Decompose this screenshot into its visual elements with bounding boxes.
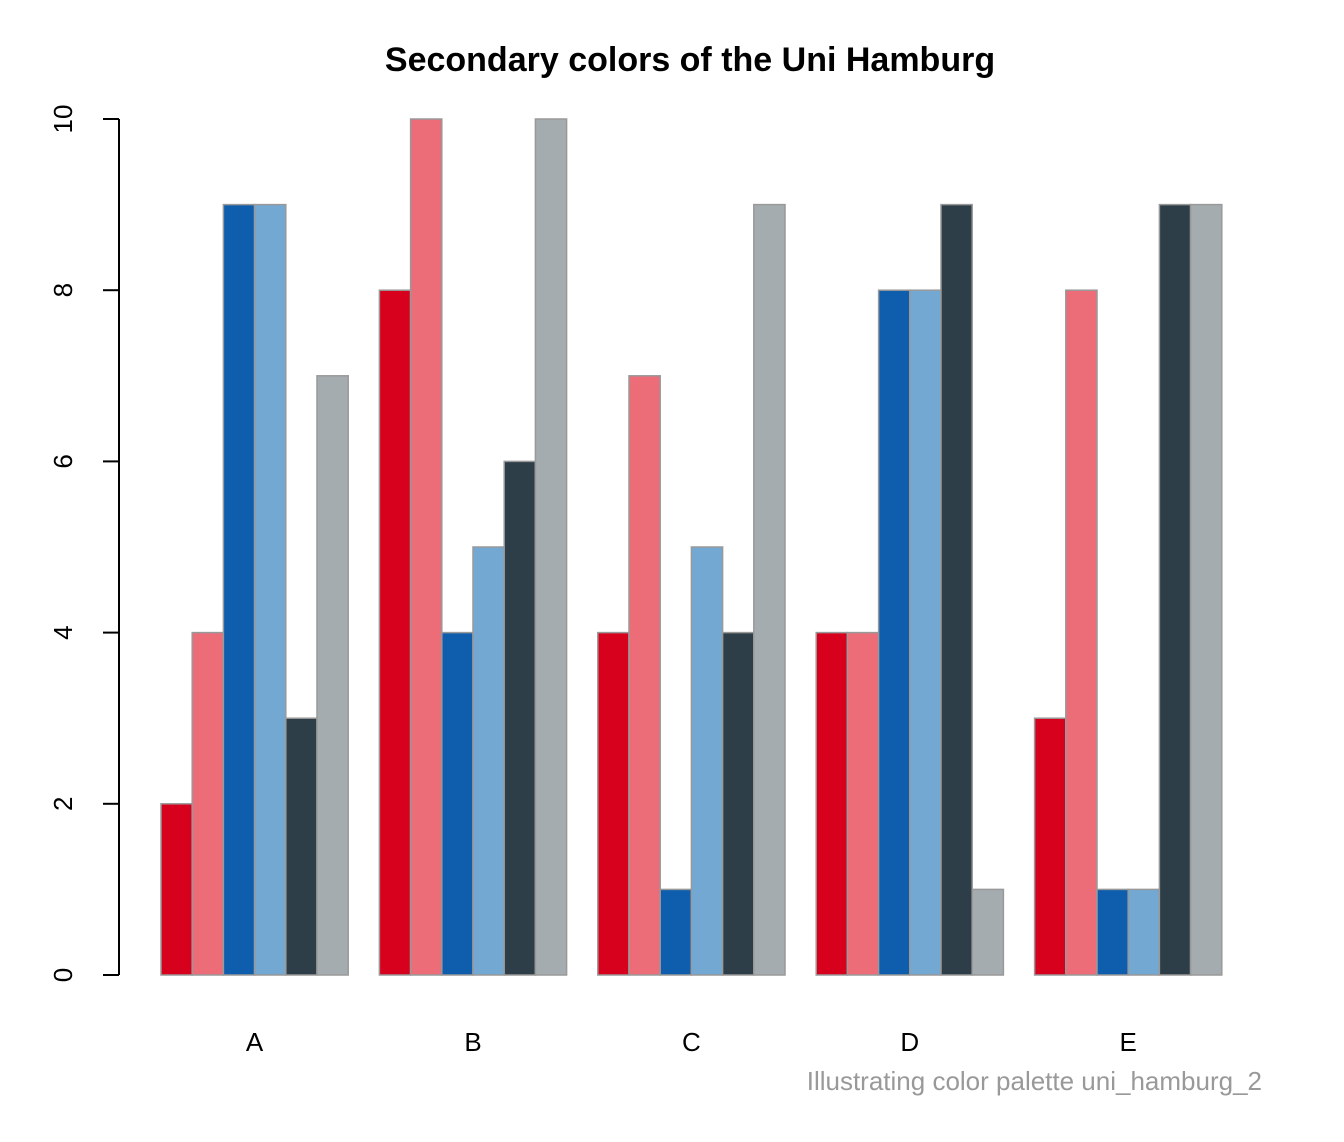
bar <box>378 289 412 976</box>
bar <box>222 203 256 976</box>
bar <box>971 888 1005 976</box>
bar <box>659 888 693 976</box>
bar <box>409 118 443 976</box>
x-tick-label: E <box>1120 1027 1137 1057</box>
bar <box>1127 888 1161 976</box>
caption: Illustrating color palette uni_hamburg_2 <box>807 1066 1262 1096</box>
bar <box>441 631 474 976</box>
bar <box>753 203 786 976</box>
bar <box>1033 717 1067 976</box>
y-tick-label: 10 <box>48 105 78 134</box>
x-tick-label: B <box>464 1027 481 1057</box>
bar <box>191 631 225 976</box>
x-tick-label: A <box>246 1027 264 1057</box>
bar <box>534 118 568 976</box>
bar <box>940 203 973 976</box>
bar <box>1065 289 1098 976</box>
bar <box>1158 203 1192 976</box>
bar <box>877 289 911 976</box>
x-tick-label: D <box>900 1027 919 1057</box>
bar <box>597 631 630 976</box>
bar <box>316 375 349 976</box>
y-tick-label: 8 <box>48 283 78 297</box>
bar <box>815 631 849 976</box>
bar <box>160 803 193 976</box>
bar <box>472 546 505 976</box>
bar <box>253 203 287 976</box>
bar <box>1189 203 1223 976</box>
bar <box>1096 888 1129 976</box>
y-tick-label: 2 <box>48 797 78 811</box>
y-tick-label: 6 <box>48 454 78 468</box>
bar <box>909 289 942 976</box>
bar <box>690 546 724 976</box>
bar <box>846 631 880 976</box>
bar <box>721 631 755 976</box>
y-tick-label: 4 <box>48 625 78 639</box>
bar <box>285 717 318 976</box>
bar <box>628 375 661 976</box>
x-tick-label: C <box>682 1027 701 1057</box>
chart-title: Secondary colors of the Uni Hamburg <box>385 41 995 79</box>
y-tick-label: 0 <box>48 968 78 982</box>
bar <box>503 460 537 976</box>
